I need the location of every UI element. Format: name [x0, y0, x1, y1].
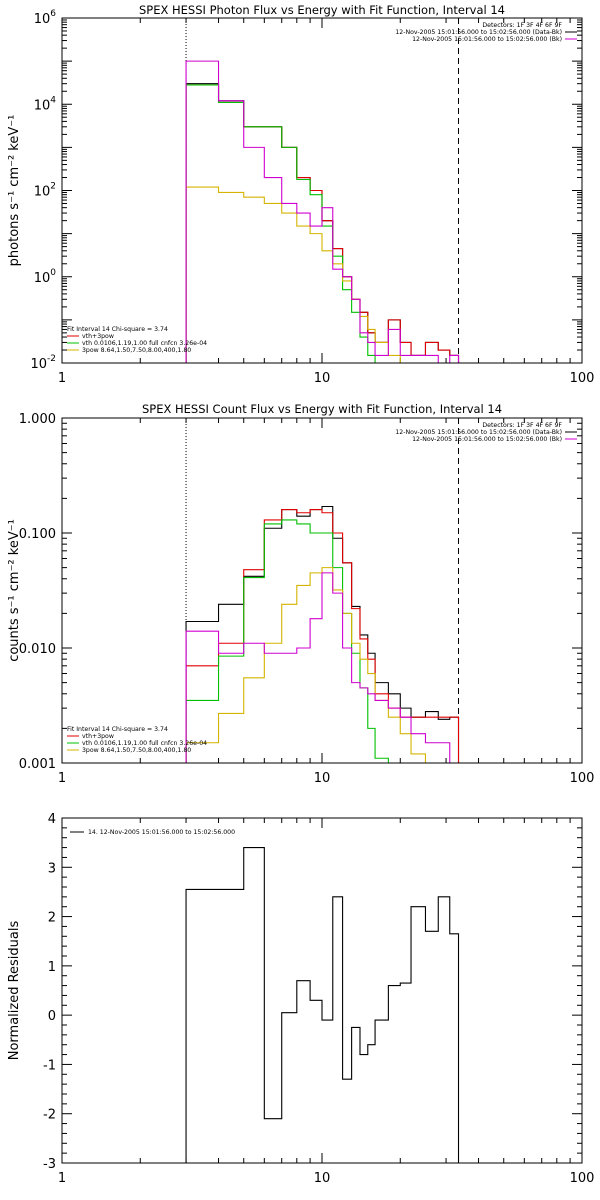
- y-tick-label: -2: [43, 1108, 56, 1123]
- y-tick-label: 106: [34, 9, 57, 27]
- x-tick-label: 100: [570, 771, 595, 786]
- info-text: Detectors: 1F 3F 4F 6F 9F: [482, 22, 562, 29]
- fit-info-text: 3pow 8.64,1.50,7.50,8.00,400,1.80: [82, 347, 191, 354]
- y-tick-label: 4: [48, 812, 56, 827]
- x-tick-label: 1: [58, 1171, 66, 1186]
- y-tick-label: 3: [48, 861, 56, 876]
- x-tick-label: 10: [314, 371, 331, 386]
- info-text: Detectors: 1F 3F 4F 6F 9F: [482, 422, 562, 429]
- y-tick-label: 104: [34, 95, 57, 113]
- series-bk-line: [185, 60, 460, 364]
- series-vth-3pow-line: [185, 508, 460, 763]
- fit-info-text: vth+3pow: [82, 333, 114, 340]
- y-tick-label: -3: [43, 1157, 56, 1172]
- info-text: 12-Nov-2005 15:01:56.000 to 15:02:56.000…: [412, 436, 562, 443]
- plot-frame: [61, 817, 583, 1164]
- y-tick-label: 10-2: [30, 354, 56, 372]
- y-tick-label: 0: [48, 1009, 56, 1024]
- y-tick-label: 1.000: [19, 412, 56, 427]
- chart-panel-1: SPEX HESSI Photon Flux vs Energy with Fi…: [7, 3, 594, 386]
- fit-info-text: vth+3pow: [82, 733, 114, 740]
- y-tick-label: 0.100: [19, 527, 56, 542]
- fit-info-text: Fit Interval 14 Chi-square = 3.74: [67, 726, 168, 733]
- chart-title: SPEX HESSI Count Flux vs Energy with Fit…: [142, 402, 502, 416]
- x-tick-label: 100: [570, 371, 595, 386]
- fit-info-text: vth 0.0106,1.19,1.00 full cnfcn 3.26e-04: [82, 340, 207, 347]
- y-axis-label: counts s⁻¹ cm⁻² keV⁻¹: [7, 519, 22, 662]
- y-tick-label: 1: [48, 960, 56, 975]
- fit-info-text: vth 0.0106,1.19,1.00 full cnfcn 3.26e-04: [82, 740, 207, 747]
- x-tick-label: 100: [570, 1171, 595, 1186]
- fit-info-text: 3pow 8.64,1.50,7.50,8.00,400,1.80: [82, 747, 191, 754]
- y-tick-label: 100: [34, 268, 57, 286]
- chart-panel-2: SPEX HESSI Count Flux vs Energy with Fit…: [7, 402, 594, 786]
- info-text: 12-Nov-2005 15:01:56.000 to 15:02:56.000…: [412, 36, 562, 43]
- chart-panel-3: 1 10 100 -3 -2 -1 0 1 2 3 4 Normalized Residuals 14.…: [7, 812, 594, 1186]
- info-text: 12-Nov-2005 15:01:56.000 to 15:02:56.000…: [395, 429, 562, 436]
- x-tick-label: 1: [58, 771, 66, 786]
- y-axis-label: Normalized Residuals: [7, 921, 22, 1061]
- x-tick-label: 10: [314, 771, 331, 786]
- plot-frame: [61, 417, 583, 764]
- y-tick-label: 2: [48, 911, 56, 926]
- series-residuals-line: [185, 847, 460, 1163]
- x-tick-label: 1: [58, 371, 66, 386]
- y-tick-label: -1: [43, 1058, 56, 1073]
- y-tick-label: 102: [34, 182, 56, 200]
- y-tick-label: 0.001: [19, 757, 56, 772]
- series-data-line: [185, 505, 460, 763]
- y-axis-label: photons s⁻¹ cm⁻² keV⁻¹: [7, 115, 22, 267]
- info-text: 12-Nov-2005 15:01:56.000 to 15:02:56.000…: [395, 29, 562, 36]
- legend-text: 14. 12-Nov-2005 15:01:56.000 to 15:02:56…: [88, 829, 235, 836]
- fit-info-text: Fit Interval 14 Chi-square = 3.74: [67, 326, 168, 333]
- plot-frame: [61, 17, 583, 364]
- chart-title: SPEX HESSI Photon Flux vs Energy with Fi…: [139, 3, 505, 17]
- x-tick-label: 10: [314, 1171, 331, 1186]
- series-bk-line: [185, 572, 459, 764]
- y-tick-label: 0.010: [19, 642, 56, 657]
- series-vth-line: [185, 519, 459, 764]
